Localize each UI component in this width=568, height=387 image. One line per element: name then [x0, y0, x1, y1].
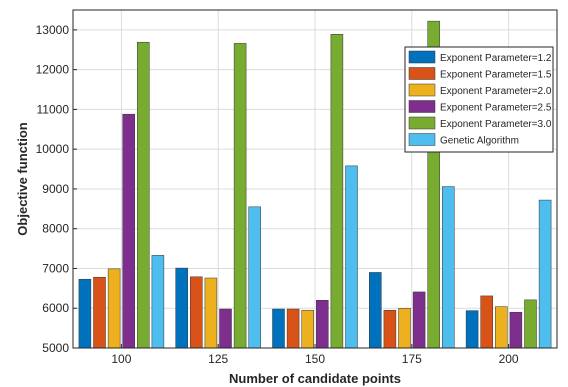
bar [524, 299, 537, 349]
bar [398, 307, 411, 349]
bar [509, 311, 523, 349]
bar [93, 276, 106, 349]
legend-label: Exponent Parameter=1.2 [440, 53, 552, 64]
legend-swatch [408, 116, 436, 130]
legend-label: Exponent Parameter=3.0 [440, 119, 552, 130]
bar [480, 295, 493, 349]
bar [122, 113, 135, 349]
bar [175, 267, 188, 349]
bar [330, 34, 344, 349]
legend-label: Exponent Parameter=2.5 [440, 103, 552, 114]
bar [219, 308, 232, 349]
bar [137, 41, 150, 349]
bar [190, 276, 203, 349]
bar [272, 308, 285, 349]
bar [442, 186, 455, 349]
bar [383, 309, 397, 349]
bar [301, 309, 314, 349]
legend-swatch [408, 50, 436, 64]
bar [412, 291, 426, 349]
legend: Exponent Parameter=1.2 Exponent Parameter… [404, 46, 554, 153]
y-axis-ticks: 5000 6000 7000 8000 9000 10000 11000 12000 13000 [36, 23, 77, 355]
grid [73, 10, 557, 349]
bar [495, 306, 508, 349]
legend-label: Exponent Parameter=2.0 [440, 86, 552, 97]
bar [107, 268, 121, 349]
x-tick-label: 100 [111, 352, 131, 366]
legend-label: Genetic Algorithm [440, 136, 519, 147]
y-tick-label: 10000 [36, 142, 70, 156]
x-tick-label: 200 [499, 352, 519, 366]
x-axis-ticks: 100 125 150 175 200 [111, 344, 519, 366]
bar [465, 310, 479, 349]
x-tick-label: 125 [208, 352, 228, 366]
bar [233, 43, 247, 349]
y-axis-title: Objective function [15, 122, 30, 235]
bar [151, 255, 165, 349]
bar [204, 277, 218, 349]
bar [78, 278, 92, 349]
legend-label: Exponent Parameter=1.5 [440, 70, 552, 81]
bar [286, 308, 300, 349]
bar [248, 206, 261, 349]
y-tick-label: 5000 [42, 341, 69, 355]
y-tick-label: 11000 [37, 102, 70, 116]
bar [538, 199, 552, 349]
y-tick-label: 13000 [36, 23, 70, 37]
y-tick-label: 8000 [42, 222, 69, 236]
bar [316, 300, 329, 349]
y-tick-label: 12000 [36, 63, 70, 77]
legend-swatch [408, 67, 436, 80]
y-tick-label: 9000 [42, 182, 69, 196]
legend-swatch [408, 133, 436, 146]
bar [345, 165, 358, 349]
x-tick-label: 150 [305, 352, 325, 366]
bar [369, 272, 382, 349]
y-tick-label: 7000 [42, 261, 69, 275]
legend-swatch [408, 100, 436, 113]
legend-swatch [408, 83, 436, 97]
x-axis-title: Number of candidate points [229, 371, 401, 386]
y-tick-label: 6000 [42, 301, 69, 315]
x-tick-label: 175 [402, 352, 422, 366]
